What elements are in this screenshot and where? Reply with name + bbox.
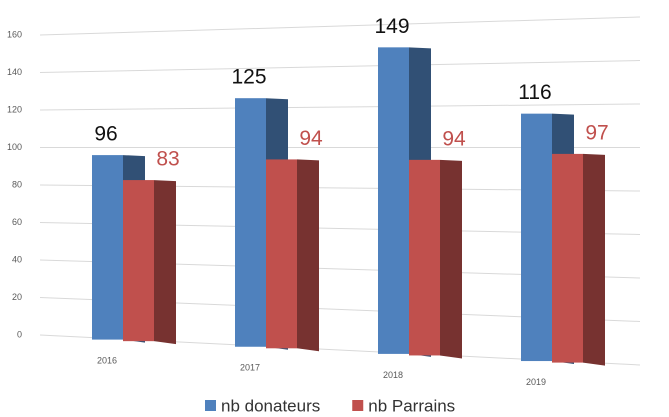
x-tick-label: 2019	[526, 377, 546, 387]
y-tick-label: 120	[7, 104, 22, 114]
data-label: 94	[442, 127, 466, 150]
bar	[552, 153, 583, 363]
bar	[123, 180, 154, 342]
bar	[521, 113, 552, 362]
bar-side	[440, 159, 462, 359]
y-tick-label: 20	[12, 292, 22, 302]
bar	[409, 159, 440, 356]
bar	[235, 98, 266, 347]
bar-side	[583, 153, 605, 366]
x-tick-label: 2016	[97, 355, 117, 365]
y-tick-label: 160	[7, 29, 22, 39]
bar	[92, 155, 123, 340]
bar-side	[154, 180, 176, 345]
data-label: 96	[94, 123, 117, 146]
grid-line	[39, 103, 641, 111]
legend-label: nb Parrains	[368, 396, 455, 415]
y-tick-label: 80	[12, 179, 22, 189]
y-tick-label: 40	[12, 254, 22, 264]
x-tick-label: 2017	[240, 363, 260, 373]
bar	[378, 47, 409, 354]
y-tick-label: 100	[7, 142, 22, 152]
legend-swatch	[205, 400, 216, 411]
grid-line	[39, 60, 641, 73]
legend-label: nb donateurs	[221, 396, 320, 415]
data-label: 97	[585, 121, 608, 144]
grid-line	[39, 16, 641, 36]
y-tick-label: 60	[12, 217, 22, 227]
bar	[266, 159, 297, 349]
legend-swatch	[352, 400, 364, 411]
data-label: 94	[299, 127, 323, 150]
data-label: 83	[156, 148, 179, 171]
data-label: 116	[518, 81, 551, 104]
data-label: 149	[374, 15, 409, 38]
data-label: 125	[231, 66, 266, 89]
y-tick-label: 0	[17, 329, 22, 339]
x-tick-label: 2018	[383, 370, 403, 380]
bar-side	[297, 159, 319, 352]
y-tick-label: 140	[7, 67, 22, 77]
